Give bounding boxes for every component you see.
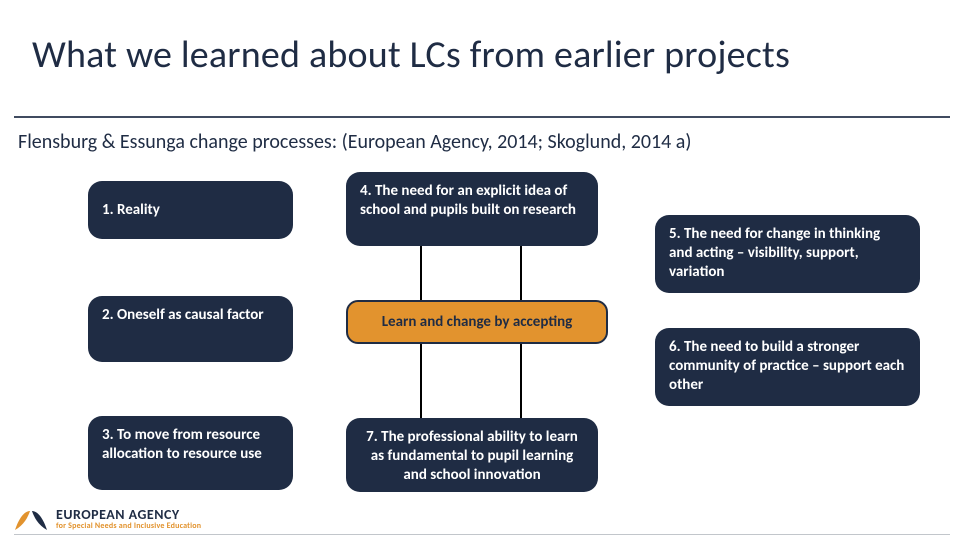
box-3-resource: 3. To move from resource allocation to r…	[88, 416, 293, 490]
title-rule	[14, 116, 950, 118]
slide-title: What we learned about LCs from earlier p…	[32, 32, 790, 78]
box-2-oneself: 2. Oneself as causal factor	[88, 296, 293, 362]
box-7-professional-ability: 7. The professional ability to learn as …	[346, 418, 598, 492]
footer-rule	[14, 534, 950, 535]
connector-7-to-center-b	[520, 344, 522, 418]
agency-mark-icon	[14, 509, 48, 531]
slide-subtitle: Flensburg & Essunga change processes: (E…	[18, 130, 691, 154]
box-5-change-thinking: 5. The need for change in thinking and a…	[655, 215, 920, 293]
connector-4-to-center-a	[420, 246, 422, 300]
box-center-learn-change: Learn and change by accepting	[346, 300, 608, 344]
box-6-community: 6. The need to build a stronger communit…	[655, 328, 920, 406]
connector-7-to-center-a	[420, 344, 422, 418]
box-4-explicit-idea: 4. The need for an explicit idea of scho…	[346, 172, 598, 246]
box-1-reality: 1. Reality	[88, 181, 293, 239]
connector-4-to-center-b	[520, 246, 522, 300]
agency-line2: for Special Needs and Inclusive Educatio…	[56, 522, 201, 531]
agency-text: EUROPEAN AGENCY for Special Needs and In…	[56, 508, 201, 531]
footer-logo: EUROPEAN AGENCY for Special Needs and In…	[14, 508, 201, 531]
agency-line1: EUROPEAN AGENCY	[56, 508, 201, 522]
